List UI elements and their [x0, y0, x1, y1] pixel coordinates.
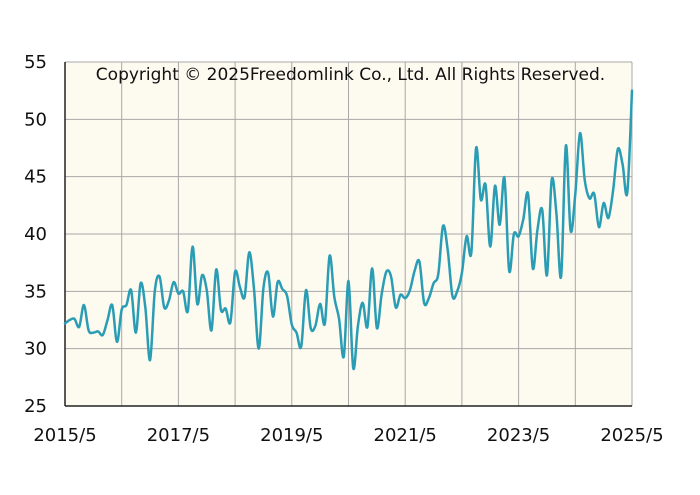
axes [64, 62, 632, 407]
x-tick-label: 2023/5 [487, 425, 550, 446]
y-tick-label: 50 [24, 109, 47, 130]
x-tick-label: 2015/5 [33, 425, 96, 446]
x-tick-label: 2025/5 [600, 425, 663, 446]
y-tick-label: 45 [24, 167, 47, 188]
x-axis-ticks: 2015/5 2017/5 2019/5 2021/5 2023/5 2025/5 [33, 425, 663, 446]
y-tick-label: 25 [24, 396, 47, 417]
y-axis-ticks: 25 30 35 40 45 50 55 [24, 52, 47, 417]
y-tick-label: 40 [24, 224, 47, 245]
x-tick-label: 2017/5 [147, 425, 210, 446]
y-tick-label: 55 [24, 52, 47, 73]
y-tick-label: 30 [24, 339, 47, 360]
copyright-annotation: Copyright © 2025Freedomlink Co., Ltd. Al… [96, 65, 605, 85]
y-tick-label: 35 [24, 281, 47, 302]
series-line [63, 89, 634, 371]
x-tick-label: 2019/5 [260, 425, 323, 446]
x-tick-label: 2021/5 [374, 425, 437, 446]
